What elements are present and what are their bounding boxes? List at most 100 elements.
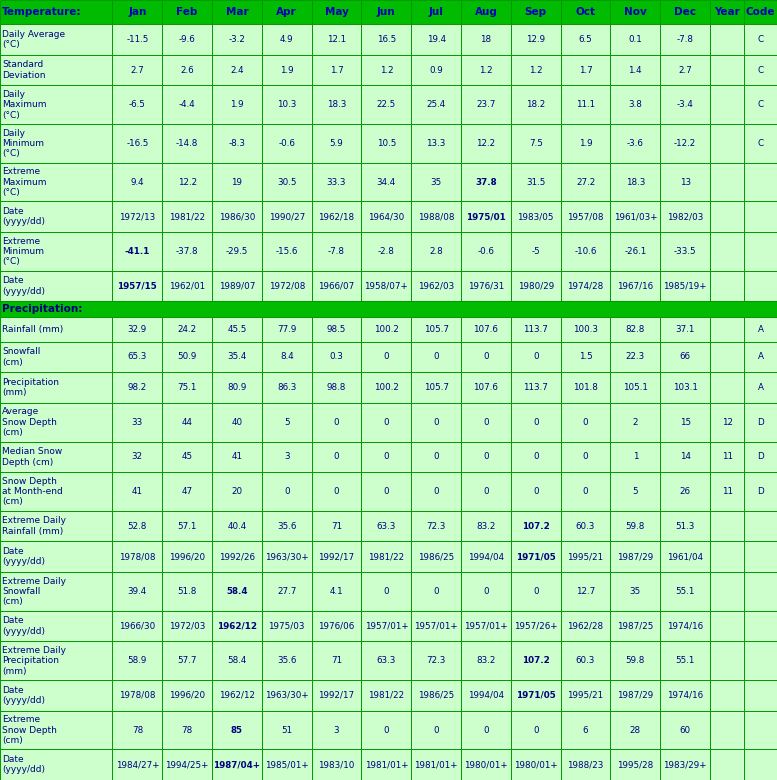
Text: 8.4: 8.4 xyxy=(280,353,294,361)
Bar xyxy=(162,472,212,511)
Text: 55.1: 55.1 xyxy=(675,587,695,596)
Bar xyxy=(312,611,361,641)
Bar xyxy=(361,201,411,232)
Bar xyxy=(0,472,113,511)
Bar xyxy=(262,472,312,511)
Bar xyxy=(0,403,113,441)
Bar xyxy=(212,511,262,541)
Bar xyxy=(510,750,561,780)
Text: 1989/07: 1989/07 xyxy=(219,282,255,291)
Text: 1975/03: 1975/03 xyxy=(269,622,305,630)
Bar xyxy=(361,55,411,86)
Text: 58.4: 58.4 xyxy=(226,587,248,596)
Bar xyxy=(113,163,162,201)
Text: 1972/03: 1972/03 xyxy=(169,622,205,630)
Text: 1974/16: 1974/16 xyxy=(667,622,703,630)
Bar xyxy=(660,342,710,372)
Bar xyxy=(411,511,461,541)
Bar xyxy=(561,572,611,611)
Text: A: A xyxy=(758,383,764,392)
Text: 58.9: 58.9 xyxy=(127,656,147,665)
Text: 85: 85 xyxy=(231,725,243,735)
Text: 4.1: 4.1 xyxy=(329,587,343,596)
Text: 6.5: 6.5 xyxy=(579,35,592,44)
Text: 1962/03: 1962/03 xyxy=(418,282,455,291)
Text: 55.1: 55.1 xyxy=(675,656,695,665)
Text: Extreme
Minimum
(°C): Extreme Minimum (°C) xyxy=(2,236,44,266)
Bar xyxy=(411,611,461,641)
Bar xyxy=(461,271,510,301)
Bar xyxy=(262,750,312,780)
Text: A: A xyxy=(758,325,764,334)
Bar xyxy=(611,163,660,201)
Text: Date
(yyyy/dd): Date (yyyy/dd) xyxy=(2,207,45,226)
Bar xyxy=(710,342,744,372)
Text: -41.1: -41.1 xyxy=(124,247,150,256)
Text: Feb: Feb xyxy=(176,7,198,17)
Bar xyxy=(312,24,361,55)
Text: Daily Average
(°C): Daily Average (°C) xyxy=(2,30,65,49)
Text: 0: 0 xyxy=(434,587,439,596)
Bar xyxy=(510,86,561,124)
Bar xyxy=(744,372,777,403)
Bar xyxy=(312,372,361,403)
Bar xyxy=(611,641,660,680)
Text: 0.9: 0.9 xyxy=(429,66,443,75)
Bar xyxy=(461,342,510,372)
Text: 1984/27+: 1984/27+ xyxy=(116,760,159,769)
Bar xyxy=(710,0,744,24)
Text: 65.3: 65.3 xyxy=(127,353,147,361)
Text: 1988/23: 1988/23 xyxy=(567,760,604,769)
Text: 10.5: 10.5 xyxy=(377,139,396,148)
Bar xyxy=(461,680,510,711)
Bar xyxy=(461,403,510,441)
Text: Precipitation:: Precipitation: xyxy=(2,304,82,314)
Bar xyxy=(212,342,262,372)
Bar xyxy=(0,572,113,611)
Bar xyxy=(113,611,162,641)
Bar xyxy=(361,86,411,124)
Text: 13: 13 xyxy=(680,178,691,186)
Bar xyxy=(461,24,510,55)
Text: 0: 0 xyxy=(483,353,489,361)
Bar xyxy=(162,271,212,301)
Text: 2.7: 2.7 xyxy=(678,66,692,75)
Bar xyxy=(710,372,744,403)
Text: 1962/01: 1962/01 xyxy=(169,282,205,291)
Text: -3.6: -3.6 xyxy=(627,139,644,148)
Bar xyxy=(162,124,212,163)
Text: 0: 0 xyxy=(434,487,439,496)
Bar xyxy=(510,711,561,750)
Text: 10.3: 10.3 xyxy=(277,101,297,109)
Bar xyxy=(262,163,312,201)
Bar xyxy=(611,472,660,511)
Text: 1995/21: 1995/21 xyxy=(567,691,604,700)
Text: 39.4: 39.4 xyxy=(127,587,147,596)
Text: 26: 26 xyxy=(680,487,691,496)
Bar xyxy=(212,55,262,86)
Text: 0: 0 xyxy=(533,725,538,735)
Bar xyxy=(744,680,777,711)
Text: 1.9: 1.9 xyxy=(579,139,592,148)
Bar xyxy=(411,271,461,301)
Text: 98.5: 98.5 xyxy=(327,325,347,334)
Text: 0: 0 xyxy=(384,452,389,462)
Text: 1.2: 1.2 xyxy=(479,66,493,75)
Bar xyxy=(262,24,312,55)
Bar xyxy=(262,711,312,750)
Bar xyxy=(262,232,312,271)
Text: Daily
Maximum
(°C): Daily Maximum (°C) xyxy=(2,90,47,119)
Bar xyxy=(611,572,660,611)
Bar xyxy=(113,124,162,163)
Text: 82.8: 82.8 xyxy=(625,325,645,334)
Bar xyxy=(510,511,561,541)
Bar xyxy=(611,342,660,372)
Text: 80.9: 80.9 xyxy=(228,383,246,392)
Text: 2: 2 xyxy=(632,418,638,427)
Bar xyxy=(561,317,611,342)
Text: -2.8: -2.8 xyxy=(378,247,395,256)
Text: 1992/26: 1992/26 xyxy=(219,552,255,562)
Text: 14: 14 xyxy=(680,452,691,462)
Text: 1987/29: 1987/29 xyxy=(617,691,653,700)
Bar xyxy=(710,271,744,301)
